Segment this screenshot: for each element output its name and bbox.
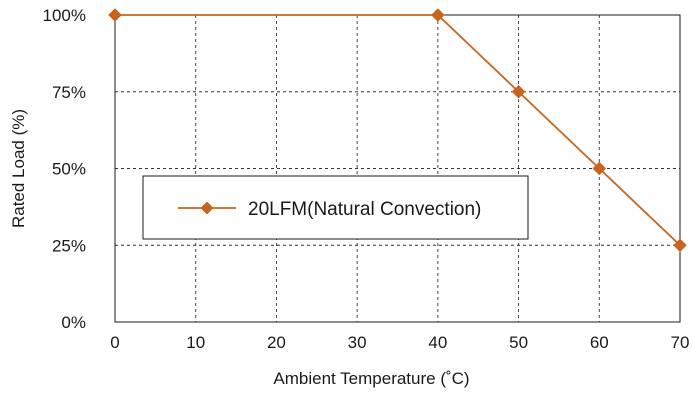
y-tick-label: 100% [43, 6, 86, 25]
x-axis-ticks: 0 10 20 30 40 50 60 70 [110, 333, 689, 352]
data-point-marker [108, 8, 122, 22]
x-tick-label: 10 [186, 333, 205, 352]
x-tick-label: 30 [348, 333, 367, 352]
x-axis-title: Ambient Temperature (˚C) [273, 369, 469, 388]
y-axis-title: Rated Load (%) [9, 109, 28, 228]
x-tick-label: 20 [267, 333, 286, 352]
series-layer [108, 8, 687, 253]
x-tick-label: 50 [509, 333, 528, 352]
x-tick-label: 60 [590, 333, 609, 352]
y-tick-label: 50% [52, 160, 86, 179]
legend-entry-label: 20LFM(Natural Convection) [248, 199, 481, 220]
data-point-marker [592, 161, 607, 176]
legend: 20LFM(Natural Convection) [142, 175, 529, 240]
data-point-marker [431, 8, 445, 22]
data-point-marker [511, 84, 526, 99]
y-tick-label: 75% [52, 83, 86, 102]
y-tick-label: 0% [61, 313, 86, 332]
x-tick-label: 40 [428, 333, 447, 352]
x-tick-label: 70 [671, 333, 690, 352]
grid [115, 15, 680, 322]
y-axis-ticks: 0% 25% 50% 75% 100% [43, 6, 86, 332]
legend-marker-diamond [200, 201, 214, 215]
y-tick-label: 25% [52, 236, 86, 255]
x-tick-label: 0 [110, 333, 119, 352]
data-point-marker [673, 238, 687, 253]
